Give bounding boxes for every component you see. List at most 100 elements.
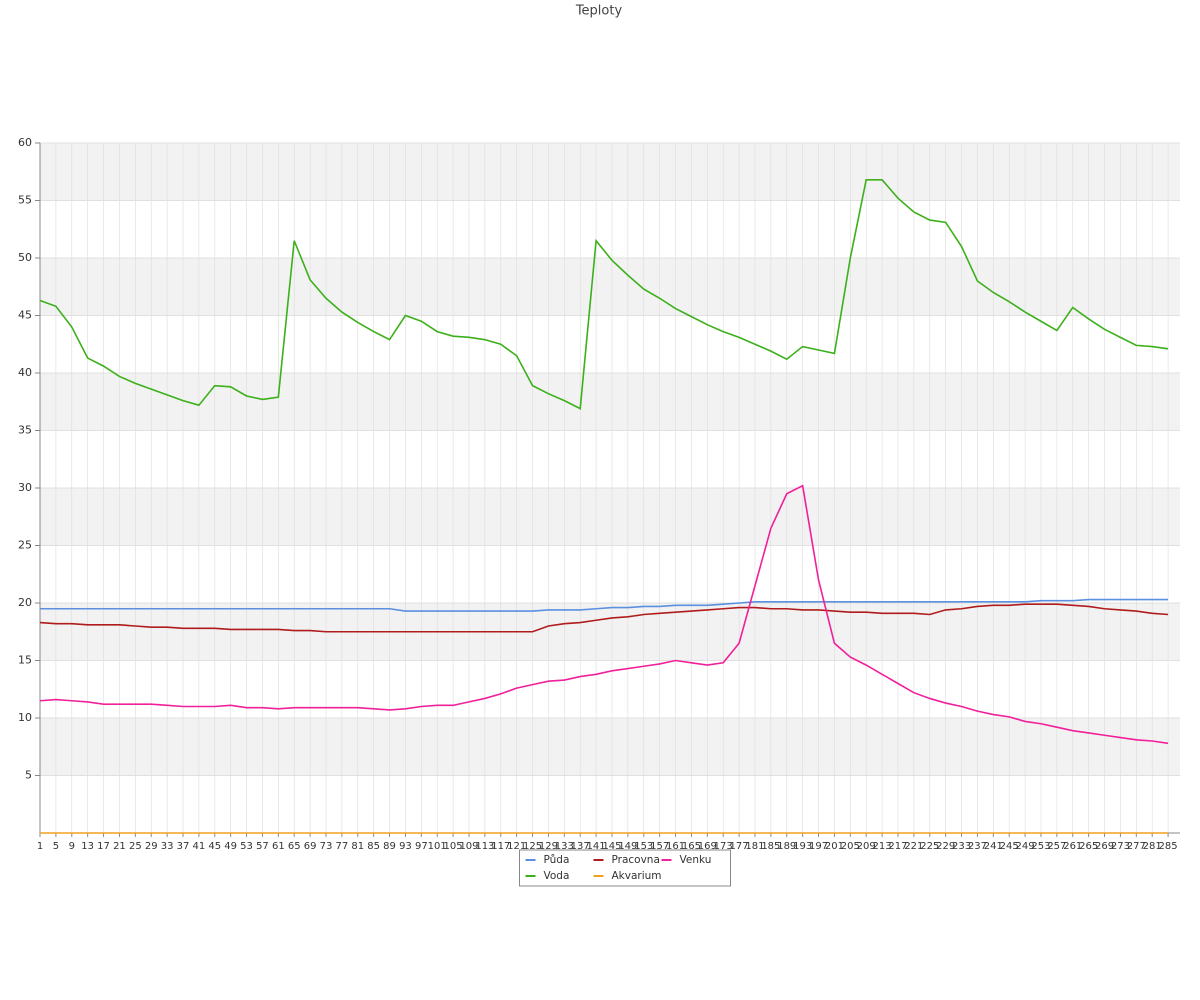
x-tick-label: 237	[968, 841, 987, 852]
x-tick-label: 221	[904, 841, 923, 852]
x-tick-label: 273	[1111, 841, 1130, 852]
y-tick-label: 25	[18, 539, 32, 552]
x-tick-label: 161	[666, 841, 685, 852]
x-tick-label: 257	[1047, 841, 1066, 852]
x-tick-label: 117	[491, 841, 510, 852]
x-tick-label: 261	[1063, 841, 1082, 852]
x-tick-label: 129	[539, 841, 558, 852]
x-tick-label: 81	[351, 841, 364, 852]
y-tick-label: 50	[18, 251, 32, 264]
x-tick-label: 133	[555, 841, 574, 852]
x-tick-label: 33	[161, 841, 174, 852]
y-tick-label: 60	[18, 136, 32, 149]
y-tick-label: 30	[18, 481, 32, 494]
x-tick-label: 149	[618, 841, 637, 852]
x-tick-label: 209	[857, 841, 876, 852]
x-tick-label: 233	[952, 841, 971, 852]
y-tick-label: 40	[18, 366, 32, 379]
legend-label: Voda	[544, 870, 570, 882]
x-tick-label: 281	[1143, 841, 1162, 852]
series-line	[39, 603, 1169, 633]
x-tick-label: 177	[730, 841, 749, 852]
x-tick-label: 105	[444, 841, 463, 852]
x-tick-label: 69	[304, 841, 317, 852]
grid-band	[40, 488, 1180, 546]
x-tick-label: 189	[777, 841, 796, 852]
x-tick-label: 225	[920, 841, 939, 852]
x-tick-label: 49	[224, 841, 237, 852]
x-tick-label: 93	[399, 841, 412, 852]
x-tick-label: 17	[97, 841, 110, 852]
grid-band	[40, 718, 1180, 776]
x-tick-label: 13	[81, 841, 94, 852]
grid-band	[40, 603, 1180, 661]
grid	[39, 142, 1180, 833]
x-tick-label: 253	[1031, 841, 1050, 852]
x-tick-label: 269	[1095, 841, 1114, 852]
x-tick-label: 57	[256, 841, 269, 852]
x-tick-label: 193	[793, 841, 812, 852]
series-line	[39, 179, 1169, 410]
x-tick-label: 173	[714, 841, 733, 852]
x-tick-label: 121	[507, 841, 526, 852]
x-tick-label: 217	[888, 841, 907, 852]
x-tick-label: 157	[650, 841, 669, 852]
series-line	[39, 484, 1169, 745]
x-tick-label: 185	[761, 841, 780, 852]
x-tick-label: 245	[1000, 841, 1019, 852]
x-tick-label: 213	[873, 841, 892, 852]
x-tick-label: 165	[682, 841, 701, 852]
y-tick-label: 45	[18, 309, 32, 322]
x-tick-label: 5	[53, 841, 59, 852]
x-tick-label: 285	[1159, 841, 1178, 852]
x-tick-label: 249	[1016, 841, 1035, 852]
x-tick-label: 97	[415, 841, 428, 852]
x-tick-label: 241	[984, 841, 1003, 852]
x-tick-label: 229	[936, 841, 955, 852]
grid-band	[40, 143, 1180, 201]
legend-label: Pracovna	[612, 854, 660, 866]
y-tick-label: 20	[18, 596, 32, 609]
x-tick-label: 153	[634, 841, 653, 852]
x-tick-label: 109	[459, 841, 478, 852]
x-tick-label: 1	[37, 841, 43, 852]
y-tick-label: 5	[25, 769, 32, 782]
x-tick-label: 145	[602, 841, 621, 852]
x-tick-label: 21	[113, 841, 126, 852]
x-tick-label: 37	[177, 841, 190, 852]
legend-label: Akvarium	[612, 870, 662, 882]
x-tick-label: 65	[288, 841, 301, 852]
x-tick-label: 9	[69, 841, 75, 852]
legend-box	[519, 849, 731, 887]
x-tick-label: 53	[240, 841, 253, 852]
chart-title: Teploty	[575, 4, 623, 19]
series-line	[40, 598, 1169, 612]
y-tick-label: 15	[18, 654, 32, 667]
x-tick-label: 73	[320, 841, 333, 852]
x-tick-label: 25	[129, 841, 142, 852]
x-tick-label: 89	[383, 841, 396, 852]
x-tick-label: 265	[1079, 841, 1098, 852]
x-tick-label: 85	[367, 841, 380, 852]
y-tick-label: 55	[18, 194, 32, 207]
x-tick-label: 277	[1127, 841, 1146, 852]
x-tick-label: 29	[145, 841, 158, 852]
x-tick-label: 101	[428, 841, 447, 852]
legend-label: Venku	[680, 854, 712, 866]
x-tick-label: 205	[841, 841, 860, 852]
x-tick-label: 61	[272, 841, 285, 852]
x-tick-label: 77	[336, 841, 349, 852]
x-tick-label: 45	[208, 841, 221, 852]
x-tick-label: 181	[745, 841, 764, 852]
x-tick-label: 141	[587, 841, 606, 852]
y-tick-label: 35	[18, 424, 32, 437]
legend-label: Půda	[544, 854, 570, 866]
grid-band	[40, 258, 1180, 316]
x-tick-label: 169	[698, 841, 717, 852]
y-tick-label: 10	[18, 711, 32, 724]
x-tick-label: 41	[193, 841, 206, 852]
x-tick-label: 137	[571, 841, 590, 852]
grid-band	[40, 373, 1180, 431]
